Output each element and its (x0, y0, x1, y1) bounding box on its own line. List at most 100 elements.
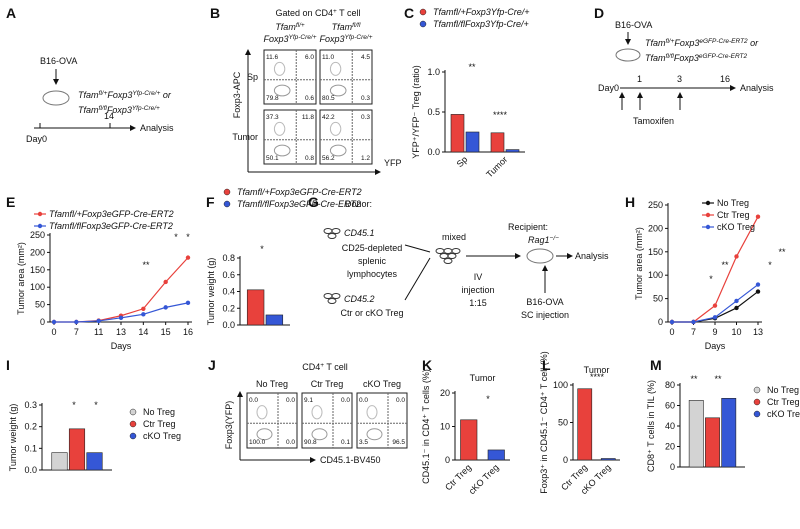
y-tick-label: 0.5 (427, 107, 440, 117)
panel-label: E (6, 194, 15, 210)
legend-marker (37, 211, 43, 217)
gate-label: Gated on CD4+ T cell (275, 8, 360, 19)
y-tick-label: 0.2 (24, 422, 37, 432)
legend-label: Ctr Treg (143, 419, 176, 429)
text-part: Yfp-Cre/+ (345, 34, 373, 41)
column-label: Foxp3Yfp-Cre/+ (319, 34, 372, 45)
group-label: Tfamfl/flFoxp3Yfp-Cre/+ (78, 105, 160, 116)
y-axis-label: Tumor weight (g) (206, 258, 216, 326)
legend-label: Tfamfl/+Foxp3eGFP-Cre-ERT2 (49, 209, 174, 219)
text-part: Tfam (645, 38, 666, 48)
y-tick-label: 0.0 (24, 465, 37, 475)
y-tick-label: 0.0 (222, 320, 235, 330)
point (669, 319, 675, 325)
text-part: Tfam (275, 22, 296, 32)
quadrant-value: 0.0 (286, 397, 295, 404)
row-label: Sp (247, 72, 258, 82)
y-tick-label: 10 (440, 422, 450, 432)
point (141, 312, 146, 317)
cell-desc: lymphocytes (347, 269, 398, 279)
y-tick-label: 20 (440, 388, 450, 398)
legend-label: Tfamfl/+Foxp3Yfp-Cre/+ (433, 7, 530, 17)
day-label: Day0 (26, 134, 47, 144)
flow-panel: Tfamfl/+Foxp3Yfp-Cre/+Tfamfl/flFoxp3Yfp-… (232, 22, 402, 175)
contour (273, 121, 286, 136)
significance: * (260, 244, 264, 254)
y-tick-label: 100 (553, 380, 568, 390)
bar (487, 449, 505, 461)
legend-marker (129, 420, 137, 428)
y-tick-label: 0 (670, 462, 675, 472)
quadrant-value: 0.0 (249, 397, 258, 404)
panel-label: C (404, 5, 414, 21)
quadrant-value: 96.5 (392, 439, 405, 446)
text-part: fl/fl (666, 53, 675, 60)
x-tick-label: 15 (161, 327, 171, 337)
text-part: Yfp-Cre/+ (132, 90, 160, 97)
contour (311, 405, 323, 420)
y-tick-label: 0.8 (222, 253, 235, 263)
tumor-route: SC injection (521, 310, 569, 320)
contour (273, 84, 291, 97)
text-part: + (320, 362, 324, 369)
contour (311, 428, 328, 441)
x-tick-label: 14 (138, 327, 148, 337)
legend-label: No Treg (717, 198, 749, 208)
panel-label: G (308, 194, 319, 210)
legend-label: No Treg (767, 385, 799, 395)
bar (688, 400, 704, 468)
legend-label: Ctr Treg (767, 397, 800, 407)
significance: * (768, 260, 772, 270)
quadrant-value: 79.8 (266, 95, 279, 102)
mouse-icon (42, 90, 70, 106)
y-tick-label: 0.4 (222, 287, 235, 297)
significance: * (709, 274, 713, 284)
text-part: or (160, 90, 172, 100)
significance: * (486, 394, 490, 404)
point (755, 289, 761, 294)
y-tick-label: 100 (30, 282, 45, 292)
y-tick-label: 0.2 (222, 303, 235, 313)
y-tick-label: 0.0 (427, 147, 440, 157)
recipient-label: Recipient: (508, 222, 548, 232)
quadrant-value: 0.0 (359, 397, 368, 404)
x-axis-label: Days (705, 341, 726, 351)
text-part: Tfam (332, 22, 353, 32)
quadrant-value: 11.0 (322, 54, 335, 61)
route-label: injection (461, 285, 494, 295)
legend-label: Ctr Treg (717, 210, 750, 220)
row-label: Tumor (232, 132, 258, 142)
outcome-label: Analysis (575, 251, 609, 261)
y-tick-label: 50 (558, 418, 568, 428)
flow-plot (319, 109, 373, 165)
y-tick-label: 0.1 (24, 443, 37, 453)
tumor-label: B16-OVA (526, 297, 563, 307)
text-part: Tfam (645, 53, 666, 63)
point (734, 305, 739, 311)
y-tick-label: 0.3 (24, 400, 37, 410)
y-tick-label: 50 (653, 294, 663, 304)
column-label: Tfamfl/fl (332, 22, 361, 33)
significance: ** (142, 260, 150, 270)
column-label: Ctr Treg (311, 379, 344, 389)
y-axis-label: Tumor area (mm²) (634, 227, 644, 300)
significance: * (186, 232, 190, 242)
day-label: 16 (720, 74, 730, 84)
chart-title: Tumor (470, 373, 496, 383)
bar (465, 131, 480, 153)
x-tick-label: 0 (669, 327, 674, 337)
y-tick-label: 0.6 (222, 270, 235, 280)
panel-label: M (650, 357, 662, 373)
mouse-icon (526, 248, 554, 264)
panel-label: H (625, 194, 635, 210)
legend-label: cKO Treg (143, 431, 181, 441)
panel-label: I (6, 357, 10, 373)
text-part: Foxp3 (107, 105, 132, 115)
text-part: fl/fl (352, 22, 361, 29)
x-tick-label: cKO Treg (467, 462, 501, 496)
panel-label: D (594, 5, 604, 21)
axis-label: Foxp3-APC (232, 71, 242, 118)
legend-label: Tfamfl/flFoxp3eGFP-Cre-ERT2 (237, 199, 361, 209)
y-tick-label: 60 (665, 401, 675, 411)
